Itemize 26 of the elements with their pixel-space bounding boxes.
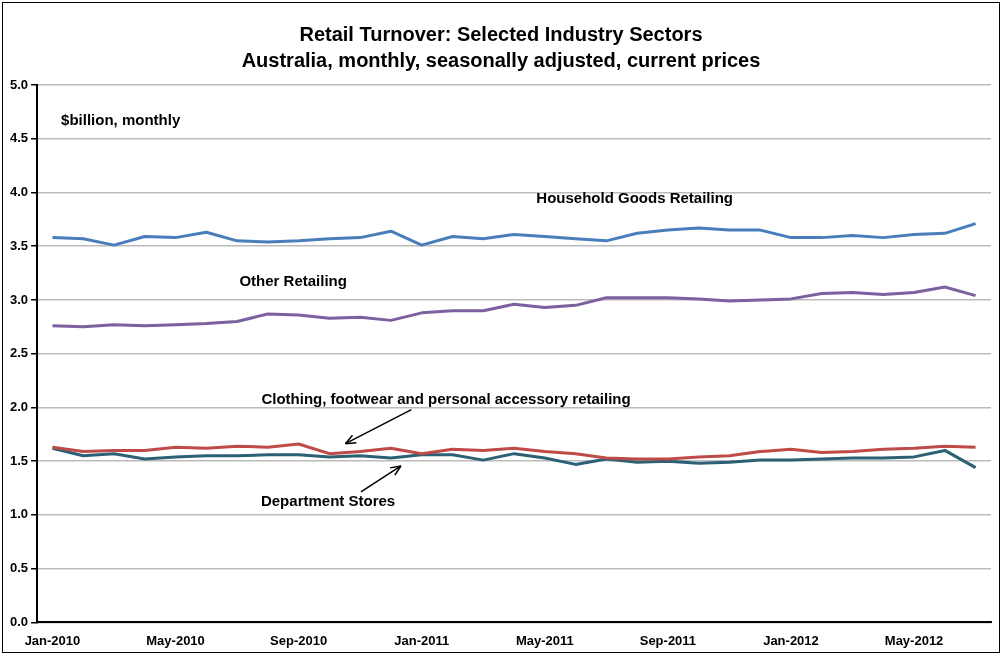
y-tick-label: 4.5 (9, 130, 29, 146)
x-tick-label: May-2012 (884, 632, 944, 648)
x-tick-label: Jan-2010 (24, 632, 81, 648)
y-tick-label: 0.5 (9, 560, 29, 576)
y-tick-label: 5.0 (9, 76, 29, 92)
series-label: Other Retailing (239, 272, 347, 290)
y-tick-label: 2.5 (9, 345, 29, 361)
x-tick-label: May-2011 (515, 632, 574, 648)
x-tick-label: May-2010 (146, 632, 205, 648)
series-label: Household Goods Retailing (536, 188, 734, 206)
y-tick-label: 3.5 (9, 237, 29, 253)
x-tick-label: Sep-2010 (270, 632, 328, 648)
y-tick-label: 2.0 (9, 399, 29, 415)
x-tick-label: Jan-2011 (394, 632, 450, 648)
annotation: $billion, monthly (61, 111, 181, 129)
chart-subtitle: Australia, monthly, seasonally adjusted, current prices (240, 48, 762, 73)
text: Clothing, footwear and personal accessory retailing (261, 389, 631, 407)
x-tick-label: Sep-2011 (639, 632, 697, 648)
chart-title: Retail Turnover: Selected Industry Sectors (298, 22, 704, 47)
x-tick-label: Jan-2012 (763, 632, 819, 648)
y-tick-label: 3.0 (9, 291, 29, 307)
y-tick-label: 0.0 (9, 613, 29, 629)
y-tick-label: 1.0 (9, 506, 29, 522)
y-tick-label: 4.0 (9, 184, 29, 200)
text: Department Stores (260, 492, 396, 510)
y-tick-label: 1.5 (9, 452, 29, 468)
